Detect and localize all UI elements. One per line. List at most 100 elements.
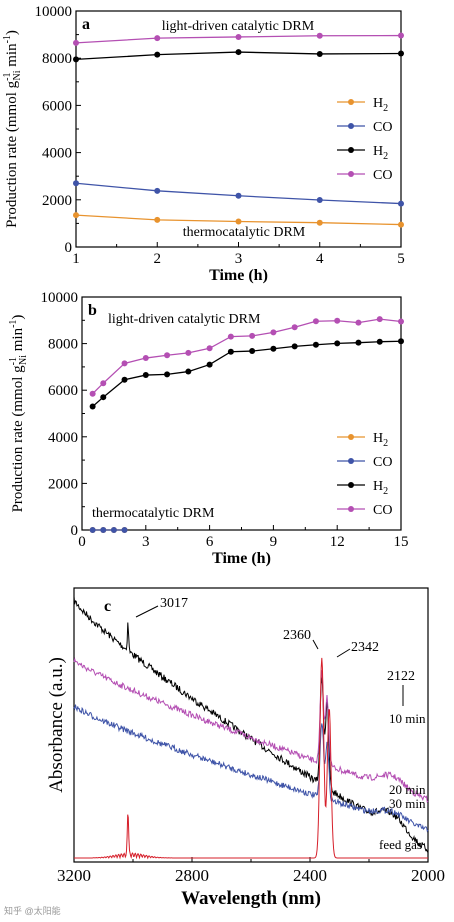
y-tick-label: 10000 xyxy=(41,290,79,306)
legend-label: CO xyxy=(373,455,392,470)
peak-arrow xyxy=(312,639,319,650)
data-point xyxy=(206,361,213,368)
x-tick-label: 2 xyxy=(154,251,162,267)
y-label-sup: -1 xyxy=(8,357,19,365)
panel-a: 1 2 3 4 5 0 2000 4000 6000 8000 10000 Time (h) Produ… xyxy=(2,4,405,284)
panel-b: 0 3 6 9 12 15 0 2000 4000 6000 8000 10000 Time (h) Pr… xyxy=(8,290,409,567)
x-tick-label: 4 xyxy=(316,251,324,267)
legend-marker xyxy=(348,171,354,177)
x-tick-label: 6 xyxy=(206,534,214,550)
data-point xyxy=(355,339,362,346)
y-tick-label: 8000 xyxy=(42,51,72,67)
spectrum-line xyxy=(73,596,429,853)
data-point xyxy=(121,376,128,383)
data-point xyxy=(334,340,341,347)
data-point xyxy=(291,343,298,350)
y-tick-label: 2000 xyxy=(48,476,78,492)
legend-label-main: H xyxy=(373,431,383,446)
annotation-thermo: thermocatalytic DRM xyxy=(183,225,306,240)
legend-label: H2 xyxy=(373,96,388,114)
data-point xyxy=(398,338,404,345)
legend-label-main: CO xyxy=(373,503,392,518)
data-point xyxy=(227,348,234,355)
y-label-sup: -1 xyxy=(2,73,13,81)
peak-arrow xyxy=(336,648,351,658)
data-point xyxy=(227,333,234,340)
x-tick-label: 9 xyxy=(270,534,278,550)
x-tick-label: 15 xyxy=(394,534,409,550)
x-tick-label: 3 xyxy=(142,534,150,550)
legend-label: CO xyxy=(373,120,392,135)
panel-letter: c xyxy=(104,598,111,615)
legend-marker xyxy=(348,506,354,512)
legend-label-main: CO xyxy=(373,120,392,135)
data-point xyxy=(142,372,149,379)
data-point xyxy=(164,352,171,359)
data-point xyxy=(164,371,171,378)
data-point xyxy=(121,360,128,367)
peak-label: 3017 xyxy=(160,596,188,611)
spectrum-line xyxy=(74,657,428,860)
y-tick-label: 4000 xyxy=(42,146,72,162)
data-point xyxy=(398,200,404,207)
data-point xyxy=(355,319,362,326)
y-tick-label: 0 xyxy=(71,523,79,539)
legend-label-main: CO xyxy=(373,168,392,183)
series-label: feed gas xyxy=(379,837,422,852)
data-point xyxy=(316,32,323,39)
legend-label-main: H xyxy=(373,479,383,494)
y-label-tail: min xyxy=(10,327,26,355)
x-tick-label: 0 xyxy=(78,534,86,550)
y-label-close: ) xyxy=(10,315,26,320)
data-point xyxy=(316,219,323,226)
spectrum-line xyxy=(73,704,429,833)
data-point xyxy=(316,197,323,204)
legend-marker xyxy=(348,99,354,105)
y-tick-label: 0 xyxy=(65,240,73,256)
legend-marker xyxy=(348,123,354,129)
y-tick-label: 10000 xyxy=(35,4,73,20)
annotation-light: light-driven catalytic DRM xyxy=(108,312,261,327)
data-point xyxy=(270,329,277,336)
data-point xyxy=(154,187,161,194)
x-axis-label: Time (h) xyxy=(212,550,271,567)
x-axis-label: Wavelength (nm) xyxy=(181,888,321,909)
legend-label: H2 xyxy=(373,431,388,449)
legend-label-main: H xyxy=(373,96,383,111)
panel-letter: a xyxy=(82,16,90,33)
legend-label-sub: 2 xyxy=(383,103,388,114)
x-tick-label: 12 xyxy=(330,534,345,550)
plot-frame xyxy=(75,10,402,248)
legend-label: CO xyxy=(373,503,392,518)
legend-marker xyxy=(348,458,354,464)
annotation-thermo: thermocatalytic DRM xyxy=(92,506,215,521)
data-point xyxy=(73,39,79,46)
x-tick-label: 2000 xyxy=(411,866,445,885)
data-point xyxy=(316,50,323,57)
x-tick-label: 3200 xyxy=(57,866,91,885)
data-point xyxy=(73,212,79,219)
y-axis-label-text: Production rate (mmol g-1Ni min-1) xyxy=(8,315,29,513)
legend-marker xyxy=(348,482,354,488)
y-axis-label-text: Production rate (mmol g-1Ni min-1) xyxy=(2,30,23,228)
data-point xyxy=(154,35,161,42)
data-point xyxy=(249,332,256,339)
y-tick-label: 6000 xyxy=(42,98,72,114)
legend-marker xyxy=(348,434,354,440)
data-point xyxy=(249,348,256,355)
x-tick-label: 2400 xyxy=(293,866,327,885)
x-tick-label: 3 xyxy=(235,251,243,267)
data-point xyxy=(89,403,96,410)
y-axis-label: Production rate (mmol g-1Ni min-1) xyxy=(2,30,23,228)
y-label-close: ) xyxy=(4,30,20,35)
peak-label: 2360 xyxy=(283,628,311,643)
series-line xyxy=(92,318,402,395)
data-point xyxy=(398,32,404,39)
y-label-main: Production rate (mmol g xyxy=(10,365,26,513)
data-point xyxy=(89,527,96,533)
annotation-light: light-driven catalytic DRM xyxy=(162,19,315,34)
data-point xyxy=(312,318,319,325)
legend-label: H2 xyxy=(373,479,388,497)
peak-label: 2342 xyxy=(351,640,379,655)
data-point xyxy=(142,355,149,362)
